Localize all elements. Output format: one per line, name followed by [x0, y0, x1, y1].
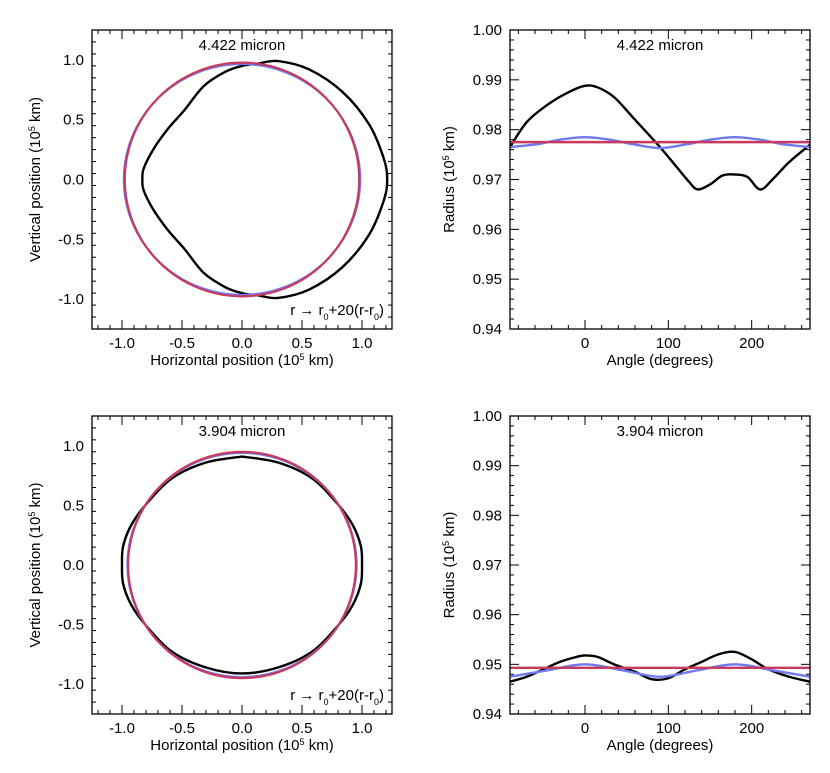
x-tick-label: -1.0: [109, 335, 135, 352]
y-axis-label: Vertical position (105 km): [27, 97, 44, 262]
y-tick-label: 1.0: [63, 52, 84, 69]
x-tick-label: 100: [656, 335, 681, 352]
y-axis-label: Radius (105 km): [441, 126, 458, 233]
plot-frame: [91, 415, 393, 715]
x-tick-label: 100: [656, 720, 681, 737]
scale-annotation: r → r0+20(r-r0): [290, 302, 384, 322]
y-tick-label: 0.97: [473, 557, 502, 574]
x-axis-label: Angle (degrees): [607, 737, 714, 754]
y-tick-label: 0.5: [63, 497, 84, 514]
y-tick-label: 0.99: [473, 72, 502, 89]
y-axis-label: Radius (105 km): [441, 512, 458, 619]
axis-ticks: [510, 29, 810, 330]
plot-frame: [509, 29, 811, 330]
y-tick-label: -0.5: [58, 231, 84, 248]
x-tick-label: 1.0: [352, 335, 373, 352]
y-tick-label: -1.0: [58, 291, 84, 308]
plot-area: [122, 59, 389, 300]
y-tick-label: 0.94: [473, 321, 502, 338]
plot-area: [510, 84, 810, 191]
y-tick-label: 0.99: [473, 458, 502, 475]
y-tick-label: 0.98: [473, 122, 502, 139]
panel-bottom-left: -1.0 -0.5 0.0 0.5 1.0 -1.0 -0.5 0.0 0.5 1.0 3.904 …: [27, 415, 393, 754]
x-tick-label: 200: [739, 720, 764, 737]
y-tick-label: 0.96: [473, 221, 502, 238]
y-tick-label: 1.00: [473, 408, 502, 425]
y-tick-label: -1.0: [58, 676, 84, 693]
series-circle-r0: [127, 450, 357, 680]
x-axis-label: Horizontal position (105 km): [150, 352, 333, 369]
y-tick-label: 0.96: [473, 607, 502, 624]
x-tick-label: 0.0: [232, 720, 253, 737]
y-tick-label: 1.00: [473, 22, 502, 39]
axis-ticks: [92, 415, 392, 715]
series-oblate-model: [122, 62, 362, 297]
axis-ticks: [510, 415, 810, 715]
series-observed-radius: [510, 650, 810, 683]
x-tick-label: 1.0: [352, 720, 373, 737]
panel-title: 3.904 micron: [199, 423, 286, 440]
x-axis-label: Angle (degrees): [607, 352, 714, 369]
y-tick-label: 1.0: [63, 438, 84, 455]
x-tick-label: -0.5: [169, 335, 195, 352]
y-tick-label: 0.97: [473, 172, 502, 189]
panel-title: 4.422 micron: [617, 37, 704, 54]
scale-annotation: r → r0+20(r-r0): [290, 687, 384, 707]
y-tick-label: 0.5: [63, 112, 84, 129]
series-observed-limb-exaggerated-: [120, 455, 364, 675]
y-axis-label: Vertical position (105 km): [27, 482, 44, 647]
series-circle-r0: [123, 61, 361, 298]
panel-top-right: 0 100 200 0.94 0.95 0.96 0.97 0.98 0.99 1.00 4.422…: [441, 22, 811, 369]
panel-title: 3.904 micron: [617, 423, 704, 440]
x-tick-label: 0.5: [292, 335, 313, 352]
y-tick-label: -0.5: [58, 617, 84, 634]
x-tick-label: 0: [581, 335, 589, 352]
x-tick-label: -1.0: [109, 720, 135, 737]
plot-area: [120, 450, 364, 680]
y-tick-label: 0.94: [473, 706, 502, 723]
y-tick-label: 0.95: [473, 656, 502, 673]
panel-top-left: -1.0 -0.5 0.0 0.5 1.0 -1.0 -0.5 0.0 0.5 1.0 4.422 …: [27, 29, 393, 369]
x-tick-label: 200: [739, 335, 764, 352]
x-tick-label: 0: [581, 720, 589, 737]
series-observed-limb-exaggerated-: [141, 59, 389, 300]
x-tick-label: -0.5: [169, 720, 195, 737]
y-tick-label: 0.0: [63, 172, 84, 189]
y-tick-label: 0.0: [63, 557, 84, 574]
series-observed-radius: [510, 84, 810, 191]
y-tick-label: 0.95: [473, 271, 502, 288]
axis-ticks: [92, 29, 392, 330]
x-tick-label: 0.5: [292, 720, 313, 737]
x-tick-label: 0.0: [232, 335, 253, 352]
plot-frame: [91, 29, 393, 330]
series-model-radius: [510, 135, 810, 150]
x-axis-label: Horizontal position (105 km): [150, 737, 333, 754]
panel-bottom-right: 0 100 200 0.94 0.95 0.96 0.97 0.98 0.99 1.00 3.904…: [441, 408, 811, 754]
plot-area: [510, 650, 810, 683]
panel-title: 4.422 micron: [199, 37, 286, 54]
y-tick-label: 0.98: [473, 507, 502, 524]
